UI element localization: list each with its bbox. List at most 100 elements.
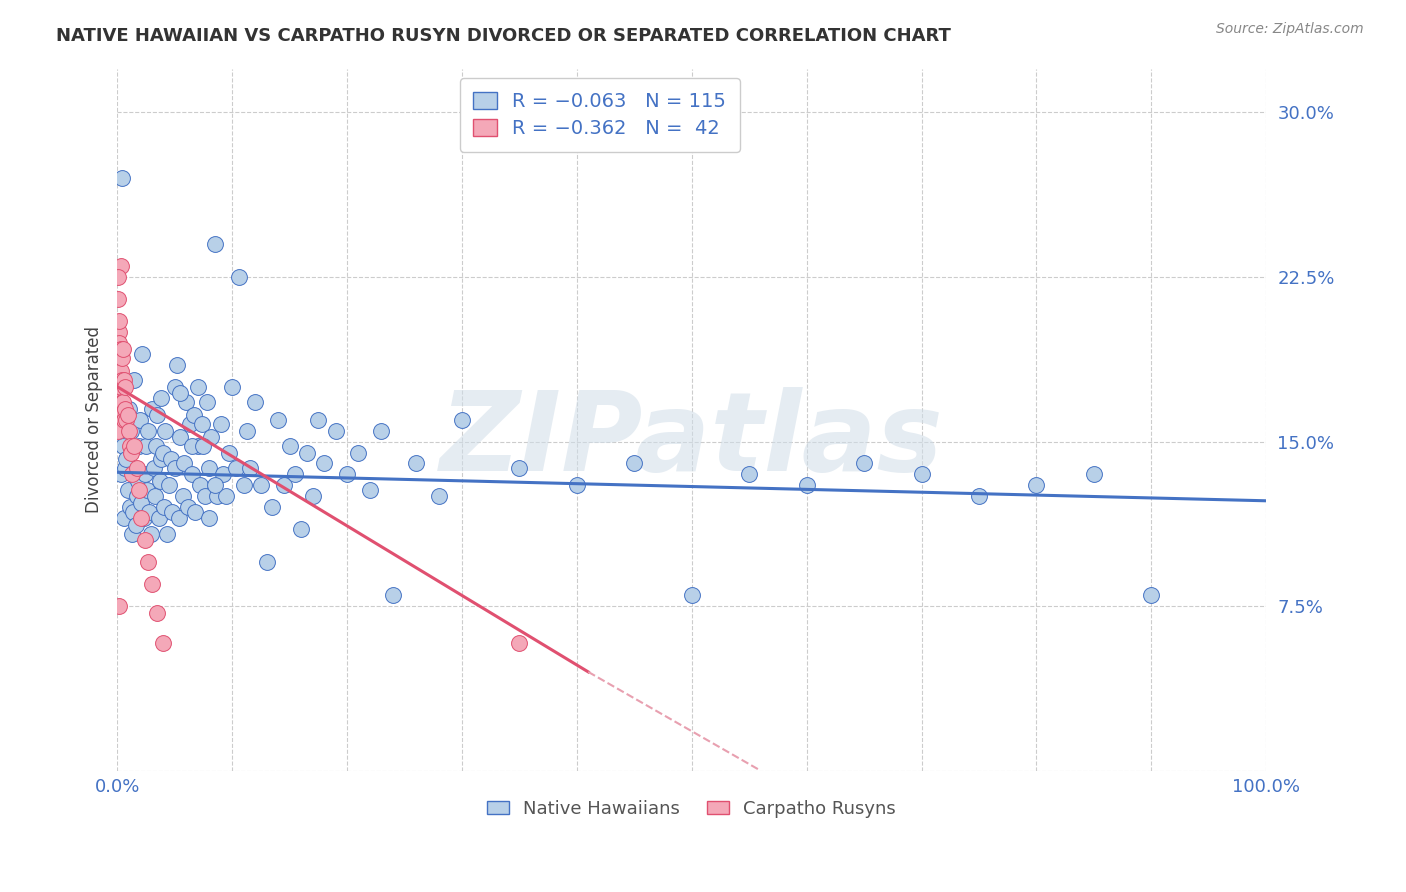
Point xyxy=(125,461,148,475)
Text: NATIVE HAWAIIAN VS CARPATHO RUSYN DIVORCED OR SEPARATED CORRELATION CHART: NATIVE HAWAIIAN VS CARPATHO RUSYN DIVORC… xyxy=(56,27,950,45)
Point xyxy=(107,270,129,285)
Point xyxy=(108,368,131,383)
Point xyxy=(152,636,174,650)
Point xyxy=(162,505,184,519)
Point xyxy=(195,395,218,409)
Point xyxy=(149,474,172,488)
Point xyxy=(236,424,259,438)
Point xyxy=(134,467,156,482)
Point xyxy=(508,461,530,475)
Point xyxy=(243,395,266,409)
Point xyxy=(312,457,335,471)
Point xyxy=(184,505,207,519)
Point xyxy=(108,335,131,350)
Point xyxy=(107,380,129,394)
Point xyxy=(110,259,132,273)
Point xyxy=(232,478,254,492)
Point xyxy=(127,474,149,488)
Point xyxy=(215,490,238,504)
Point xyxy=(131,347,153,361)
Point xyxy=(146,408,169,422)
Point xyxy=(967,490,990,504)
Point xyxy=(149,391,172,405)
Point xyxy=(1140,588,1163,602)
Point xyxy=(508,636,530,650)
Point xyxy=(111,171,134,186)
Point xyxy=(301,490,323,504)
Point xyxy=(110,343,132,357)
Point xyxy=(187,380,209,394)
Point xyxy=(198,511,221,525)
Point xyxy=(174,395,197,409)
Point xyxy=(108,599,131,614)
Point xyxy=(108,314,131,328)
Point xyxy=(166,358,188,372)
Point xyxy=(183,408,205,422)
Point xyxy=(278,439,301,453)
Point xyxy=(169,386,191,401)
Point xyxy=(111,439,134,453)
Point xyxy=(204,237,226,252)
Point xyxy=(205,490,228,504)
Point xyxy=(307,412,329,426)
Point xyxy=(117,408,139,422)
Point xyxy=(141,401,163,416)
Point xyxy=(121,526,143,541)
Point xyxy=(623,457,645,471)
Point xyxy=(136,555,159,569)
Point xyxy=(118,500,141,515)
Point xyxy=(110,467,132,482)
Point xyxy=(290,522,312,536)
Point xyxy=(143,490,166,504)
Point xyxy=(273,478,295,492)
Point xyxy=(108,325,131,339)
Point xyxy=(120,445,142,459)
Point xyxy=(267,412,290,426)
Point xyxy=(177,500,200,515)
Point xyxy=(188,478,211,492)
Point xyxy=(122,505,145,519)
Point xyxy=(681,588,703,602)
Point xyxy=(149,452,172,467)
Point xyxy=(738,467,761,482)
Point xyxy=(155,526,177,541)
Point xyxy=(115,452,138,467)
Point xyxy=(228,270,250,285)
Point xyxy=(112,511,135,525)
Point xyxy=(125,490,148,504)
Point xyxy=(145,439,167,453)
Point xyxy=(336,467,359,482)
Point xyxy=(347,445,370,459)
Point xyxy=(565,478,588,492)
Point xyxy=(131,496,153,510)
Point xyxy=(136,483,159,497)
Point xyxy=(180,467,202,482)
Text: ZIPatlas: ZIPatlas xyxy=(440,387,943,494)
Point xyxy=(167,511,190,525)
Point xyxy=(853,457,876,471)
Point xyxy=(157,478,180,492)
Point xyxy=(132,511,155,525)
Point xyxy=(381,588,404,602)
Point xyxy=(108,391,131,405)
Point xyxy=(163,461,186,475)
Point xyxy=(163,380,186,394)
Point xyxy=(129,412,152,426)
Point xyxy=(111,373,134,387)
Point xyxy=(160,452,183,467)
Point xyxy=(134,533,156,548)
Point xyxy=(138,505,160,519)
Point xyxy=(114,401,136,416)
Point xyxy=(107,424,129,438)
Point xyxy=(124,439,146,453)
Point xyxy=(115,412,138,426)
Point xyxy=(250,478,273,492)
Point xyxy=(118,401,141,416)
Point xyxy=(118,439,141,453)
Point xyxy=(155,424,177,438)
Point xyxy=(121,467,143,482)
Point xyxy=(200,430,222,444)
Point xyxy=(111,351,134,366)
Point xyxy=(193,490,215,504)
Point xyxy=(451,412,474,426)
